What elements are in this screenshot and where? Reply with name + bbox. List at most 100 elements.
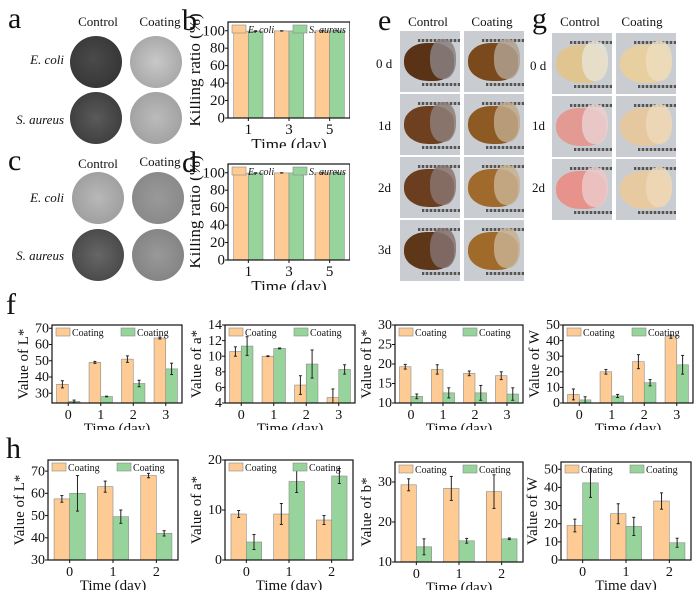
tooth-crown-image [494, 39, 520, 79]
x-tick-label: 0 [579, 565, 586, 580]
y-tick-label: 10 [208, 503, 222, 518]
x-axis-label: Time (day) [84, 421, 151, 430]
dish-c-control-saureus [72, 229, 124, 281]
tooth-crown-image [646, 167, 672, 207]
legend-label: Coating [415, 465, 447, 476]
bar-green-3 [288, 172, 304, 261]
tweezer-icon [486, 209, 524, 212]
y-tick-label: 8 [215, 365, 222, 380]
legend-swatch-green [292, 462, 308, 472]
bar-orange-3 [274, 30, 290, 119]
x-tick-label: 2 [328, 565, 335, 580]
y-tick-label: 0 [218, 253, 226, 269]
x-tick-label: 2 [153, 565, 160, 580]
legend-label: Coating [415, 328, 447, 339]
y-tick-label: 0 [215, 553, 222, 568]
chart-h1: 30 40 50 60 70 0 1 2 Time (day) Value of L* Coatin… [12, 459, 179, 590]
bar-green-2 [501, 538, 518, 563]
panel-g-photo-r1-coating [616, 96, 676, 157]
x-tick-label: 2 [130, 408, 137, 423]
y-tick-label: 30 [31, 553, 45, 568]
tweezer-icon [574, 85, 612, 88]
y-tick-label: 50 [35, 354, 49, 369]
y-tick-label: 80 [210, 183, 225, 199]
y-tick-label: 40 [210, 76, 225, 92]
y-tick-label: 15 [378, 377, 392, 392]
x-tick-label: 1 [286, 565, 293, 580]
panel-letter-b: b [182, 4, 197, 37]
legend-label: Coating [583, 328, 615, 339]
y-tick-label: 50 [546, 318, 560, 333]
chart-h2: 0 10 20 0 1 2 Time (day) Value of a* Coating Coat… [189, 453, 354, 590]
y-axis-label: Value of L* [16, 329, 32, 400]
legend-label: E. coli [247, 167, 274, 178]
y-tick-label: 30 [378, 318, 392, 333]
y-tick-label: 20 [378, 515, 392, 530]
panel-c-row-ecoli: E. coli [30, 190, 64, 205]
y-axis-label: Value of L* [12, 475, 28, 546]
panel-letter-g: g [532, 2, 547, 35]
y-tick-label: 30 [378, 475, 392, 490]
x-tick-label: 0 [413, 567, 420, 582]
bar-green-1 [288, 481, 305, 561]
legend-swatch-green [120, 327, 136, 337]
legend-swatch-green [116, 462, 132, 472]
tooth-crown-image [646, 41, 672, 81]
legend-swatch-orange [51, 462, 67, 472]
legend-swatch-orange [231, 24, 247, 34]
x-axis-label: Time (day) [251, 277, 326, 290]
y-tick-label: 40 [544, 481, 558, 496]
panel-a-header-coating: Coating [139, 14, 181, 29]
legend-label: Coating [245, 463, 277, 474]
x-tick-label: 1 [270, 408, 277, 423]
dish-a-coating-ecoli [130, 36, 182, 88]
x-tick-label: 3 [673, 408, 680, 423]
y-tick-label: 20 [544, 517, 558, 532]
legend-swatch-orange [231, 166, 247, 176]
x-tick-label: 2 [498, 567, 505, 582]
panel-g-row-2d: 2d [532, 180, 545, 195]
panel-letter-a: a [8, 2, 22, 35]
x-axis-label: Time (day) [80, 578, 147, 590]
bar-orange-2 [140, 475, 157, 561]
x-tick-label: 1 [440, 408, 447, 423]
bar-green-1 [100, 396, 113, 404]
y-tick-label: 20 [210, 93, 225, 109]
x-tick-label: 3 [162, 408, 169, 423]
legend-swatch-green [293, 327, 309, 337]
x-tick-label: 0 [65, 408, 72, 423]
x-tick-label: 1 [110, 565, 117, 580]
y-tick-label: 20 [210, 235, 225, 251]
tooth-crown-image [430, 102, 456, 142]
bar-green-1 [248, 172, 264, 261]
x-axis-label: Time (day) [595, 421, 662, 430]
tweezer-icon [574, 211, 612, 214]
y-axis-label: Value of W [525, 476, 541, 545]
tweezer-icon [486, 272, 524, 275]
bar-green-1 [458, 540, 475, 563]
bar-orange-0 [400, 484, 417, 563]
bar-orange-2 [463, 373, 476, 404]
panel-e-row-0d: 0 d [376, 56, 393, 71]
y-axis-label: Value of W [527, 329, 543, 398]
panel-a-row-saureus: S. aureus [16, 112, 64, 127]
x-axis-label: Time day) [595, 578, 657, 590]
bar-green-5 [329, 30, 345, 119]
x-tick-label: 3 [285, 122, 293, 138]
y-tick-label: 70 [31, 464, 45, 479]
panel-g-photo-r2-control [552, 159, 612, 220]
tooth-crown-image [582, 104, 608, 144]
panel-e-header-coating: Coating [471, 14, 513, 29]
x-axis-label: Time (day) [426, 580, 493, 590]
panel-e-photo-r3-coating [464, 220, 524, 281]
panel-g-header-coating: Coating [621, 14, 663, 29]
panel-e-photo-r0-coating [464, 31, 524, 92]
tweezer-icon [486, 83, 524, 86]
bar-orange-5 [314, 172, 330, 261]
legend-label: Coating [245, 328, 277, 339]
panel-e-photo-r3-control [400, 220, 460, 281]
legend-swatch-green [631, 327, 647, 337]
x-tick-label: 2 [303, 408, 310, 423]
